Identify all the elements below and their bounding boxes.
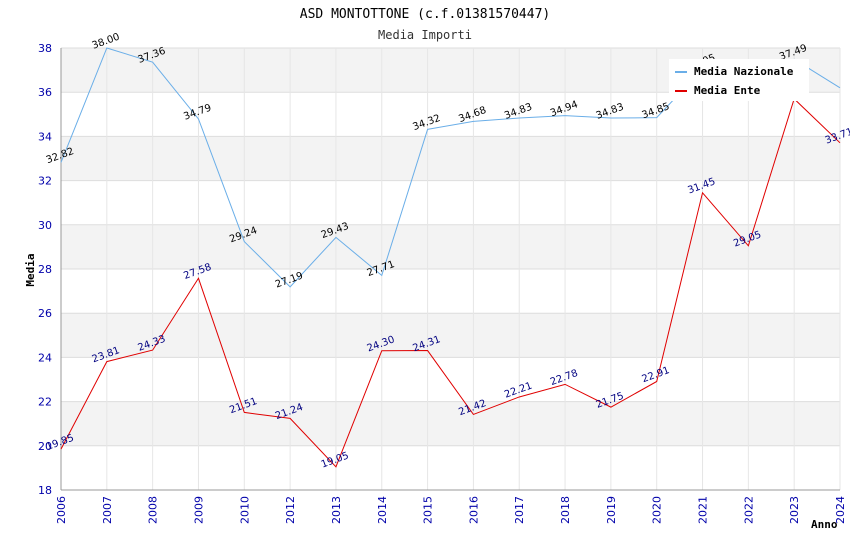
y-tick-label: 26 [38, 307, 52, 320]
x-tick-label: 2012 [284, 496, 297, 524]
chart-subtitle: Media Importi [378, 28, 472, 42]
x-tick-label: 2017 [513, 496, 526, 524]
y-tick-label: 18 [38, 484, 52, 497]
y-tick-label: 20 [38, 440, 52, 453]
x-axis-label: Anno [811, 518, 838, 531]
x-tick-label: 2015 [422, 496, 435, 524]
x-tick-label: 2019 [605, 496, 618, 524]
x-tick-label: 2021 [697, 496, 710, 524]
band-32 [61, 136, 840, 181]
band-20 [61, 401, 840, 446]
band-22 [61, 357, 840, 402]
x-tick-label: 2018 [559, 496, 572, 524]
band-28 [61, 224, 840, 269]
x-tick-labels: 2006 2007 2008 2009 2010 2012 2013 2014 2015 2016… [55, 496, 847, 524]
y-tick-labels: 18 20 22 24 26 28 30 32 34 36 38 [38, 42, 52, 497]
y-tick-label: 30 [38, 219, 52, 232]
x-tick-label: 2020 [651, 496, 664, 524]
x-tick-label: 2023 [788, 496, 801, 524]
x-tick-label: 2006 [55, 496, 68, 524]
y-tick-label: 34 [38, 130, 52, 143]
y-tick-label: 28 [38, 263, 52, 276]
y-tick-label: 24 [38, 351, 52, 364]
x-tick-label: 2022 [742, 496, 755, 524]
x-tick-label: 2007 [101, 496, 114, 524]
y-tick-label: 32 [38, 175, 52, 188]
x-tick-label: 2013 [330, 496, 343, 524]
band-26 [61, 269, 840, 314]
y-tick-label: 36 [38, 86, 52, 99]
band-24 [61, 313, 840, 358]
x-tick-label: 2010 [238, 496, 251, 524]
legend-label-ente: Media Ente [694, 84, 761, 97]
legend: Media Nazionale Media Ente [669, 59, 809, 101]
band-18 [61, 445, 840, 490]
x-tick-label: 2014 [376, 496, 389, 524]
band-30 [61, 180, 840, 225]
y-tick-label: 38 [38, 42, 52, 55]
series-line-ente [60, 97, 841, 468]
x-tick-label: 2008 [147, 496, 160, 524]
chart-title: ASD MONTOTTONE (c.f.01381570447) [300, 7, 550, 22]
x-tick-label: 2016 [467, 496, 480, 524]
x-tick-label: 2009 [192, 496, 205, 524]
legend-box [669, 59, 809, 101]
legend-label-nazionale: Media Nazionale [694, 65, 794, 78]
y-tick-label: 22 [38, 396, 52, 409]
y-axis-label: Media [24, 253, 37, 286]
x-tick-label: 2024 [834, 496, 847, 524]
